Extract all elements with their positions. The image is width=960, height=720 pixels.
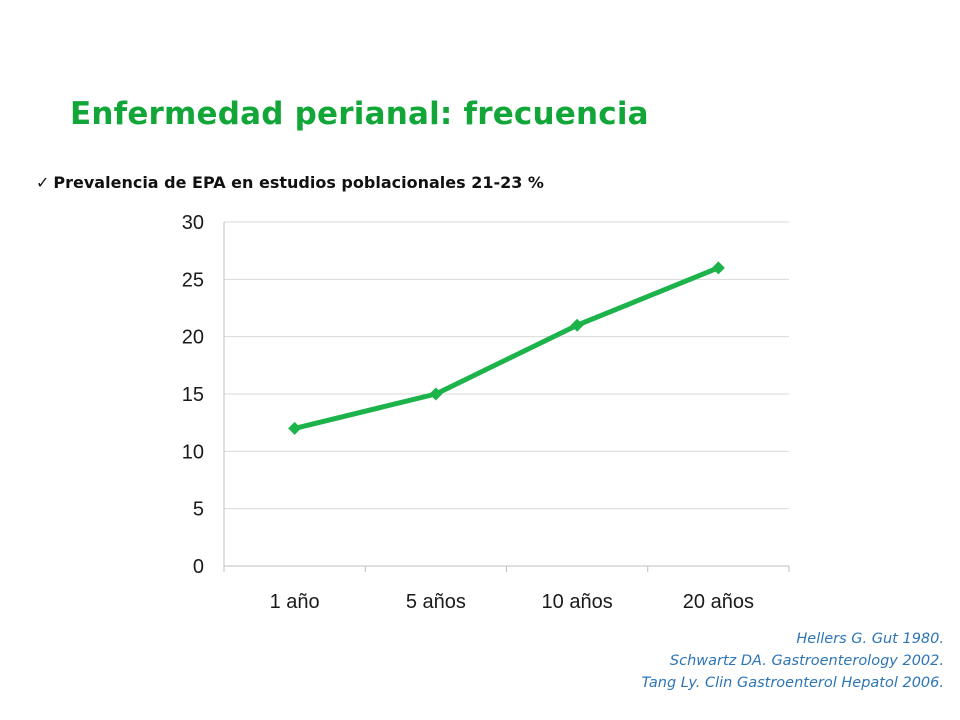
bullet-text: Prevalencia de EPA en estudios poblacion… — [53, 173, 544, 192]
bullet-point: ✓ Prevalencia de EPA en estudios poblacio… — [36, 173, 544, 192]
data-point — [429, 387, 443, 401]
series-line — [292, 265, 721, 431]
reference-2: Schwartz DA. Gastroenterology 2002. — [669, 653, 944, 669]
checkmark-icon: ✓ — [36, 173, 50, 192]
data-point — [711, 261, 725, 275]
data-point — [288, 421, 302, 435]
data-point — [570, 318, 584, 332]
reference-3: Tang Ly. Clin Gastroenterol Hepatol 2006… — [641, 675, 944, 691]
x-tick-label: 10 años — [542, 591, 613, 613]
slide-title: Enfermedad perianal: frecuencia — [70, 96, 649, 132]
y-tick-label: 10 — [182, 441, 204, 463]
reference-1: Hellers G. Gut 1980. — [796, 631, 944, 647]
references: Hellers G. Gut 1980. Schwartz DA. Gastro… — [642, 628, 944, 694]
y-tick-label: 5 — [193, 499, 204, 521]
x-tick-label: 5 años — [406, 591, 466, 613]
y-tick-label: 20 — [182, 327, 204, 349]
y-tick-label: 15 — [182, 384, 204, 406]
y-tick-label: 0 — [193, 556, 204, 578]
y-tick-label: 30 — [182, 212, 204, 234]
x-tick-label: 20 años — [683, 591, 754, 613]
y-tick-label: 25 — [182, 269, 204, 291]
x-tick-label: 1 año — [270, 591, 320, 613]
